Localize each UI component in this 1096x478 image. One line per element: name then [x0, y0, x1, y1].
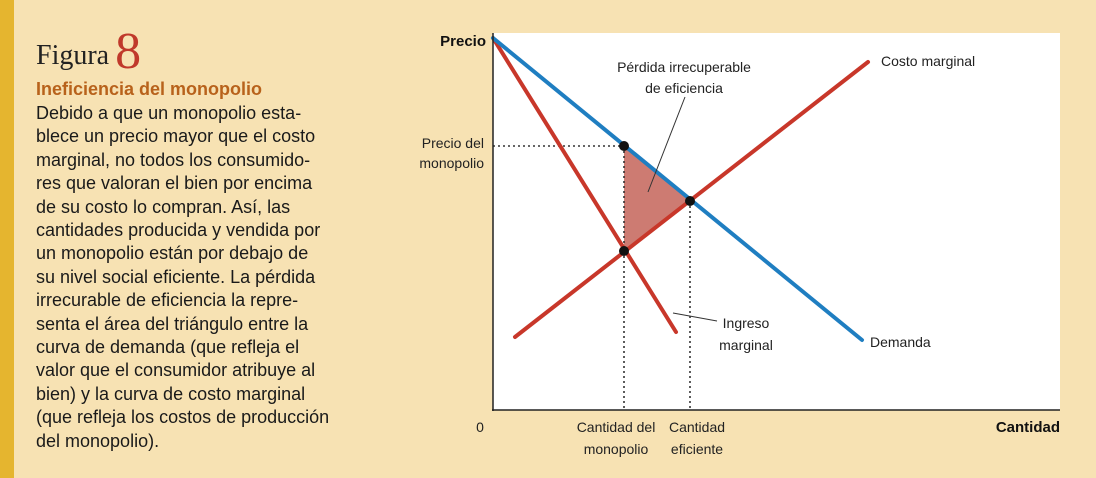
caption-line: un monopolio están por debajo de — [36, 243, 309, 264]
y-tick-label: Precio del — [422, 135, 484, 151]
origin-label: 0 — [476, 419, 484, 435]
marginal-cost-label: Costo marginal — [881, 53, 975, 69]
x-axis-title: Cantidad — [996, 419, 1060, 436]
x-tick-label: monopolio — [584, 441, 649, 457]
x-tick-label: Cantidad del — [577, 419, 656, 435]
demand-label: Demanda — [870, 334, 931, 350]
x-tick-label: eficiente — [671, 441, 723, 457]
figure-word: Figura — [36, 40, 110, 71]
deadweight-loss-triangle — [624, 146, 690, 251]
mc-mr-intersection-point — [619, 246, 629, 256]
caption-line: de su costo lo compran. Así, las — [36, 196, 291, 217]
caption-line: senta el área del triángulo entre la — [36, 313, 309, 334]
caption-line: curva de demanda (que refleja el — [36, 337, 300, 358]
left-accent-bar — [0, 0, 14, 478]
y-tick-label: monopolio — [419, 155, 484, 171]
demand-curve — [491, 36, 864, 342]
caption-line: res que valoran el bien por encima — [36, 173, 313, 194]
marginal-revenue-label: Ingreso — [723, 315, 770, 331]
deadweight-loss-label: Pérdida irrecuperable — [617, 59, 751, 75]
caption-line: bien) y la curva de costo marginal — [36, 383, 306, 404]
deadweight-loss-label: de eficiencia — [645, 80, 723, 96]
marginal-revenue-leader — [672, 312, 718, 322]
caption-line: del monopolio). — [36, 430, 160, 451]
caption-line: marginal, no todos los consumido- — [36, 149, 311, 170]
efficient-point — [685, 196, 695, 206]
caption-body: Debido a que un monopolio esta- blece un… — [36, 102, 366, 453]
figure-label: Figura 8 — [36, 22, 141, 81]
caption-line: Debido a que un monopolio esta- — [36, 103, 302, 123]
caption-line: su nivel social eficiente. La pérdida — [36, 266, 316, 287]
caption-title: Ineficiencia del monopolio — [36, 79, 263, 99]
x-tick-label: Cantidad — [669, 419, 725, 435]
monopoly-price-point — [619, 141, 629, 151]
monopoly-diagram: Precio Cantidad 0 Precio del monopolio C… — [380, 0, 1096, 478]
caption-line: cantidades producida y vendida por — [36, 220, 321, 241]
y-axis-title: Precio — [440, 33, 486, 50]
caption-line: irrecurable de eficiencia la repre- — [36, 290, 299, 311]
marginal-revenue-curve — [491, 36, 678, 334]
marginal-revenue-label: marginal — [719, 337, 773, 353]
diagram-svg: Precio Cantidad 0 Precio del monopolio C… — [419, 33, 1060, 457]
plot-area — [493, 33, 1060, 410]
deadweight-loss-leader — [647, 96, 686, 193]
caption-line: blece un precio mayor que el costo — [36, 126, 316, 147]
caption-line: (que refleja los costos de producción — [36, 407, 330, 428]
figure-number: 8 — [115, 23, 142, 80]
caption-line: valor que el consumidor atribuye al — [36, 360, 316, 381]
